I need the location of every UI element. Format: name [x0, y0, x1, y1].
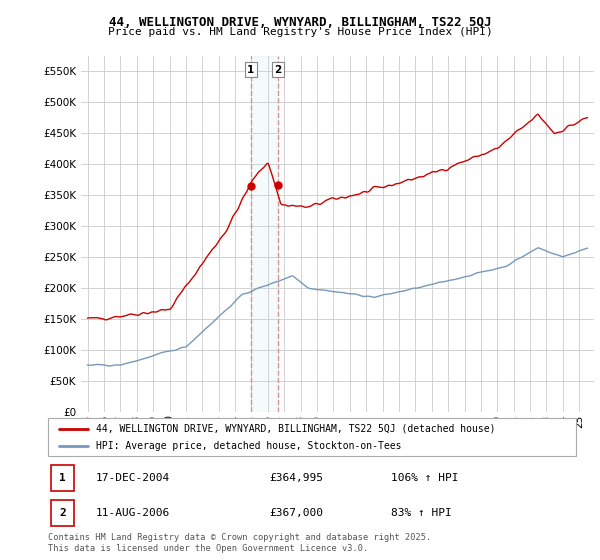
Text: 1: 1: [59, 473, 65, 483]
Text: £364,995: £364,995: [270, 473, 324, 483]
Text: HPI: Average price, detached house, Stockton-on-Tees: HPI: Average price, detached house, Stoc…: [95, 441, 401, 451]
Text: 11-AUG-2006: 11-AUG-2006: [95, 508, 170, 518]
FancyBboxPatch shape: [50, 500, 74, 526]
Text: Price paid vs. HM Land Registry's House Price Index (HPI): Price paid vs. HM Land Registry's House …: [107, 27, 493, 37]
Text: 1: 1: [247, 65, 254, 75]
Text: 17-DEC-2004: 17-DEC-2004: [95, 473, 170, 483]
Text: 83% ↑ HPI: 83% ↑ HPI: [391, 508, 452, 518]
Text: Contains HM Land Registry data © Crown copyright and database right 2025.
This d: Contains HM Land Registry data © Crown c…: [48, 533, 431, 553]
Text: £367,000: £367,000: [270, 508, 324, 518]
Text: 2: 2: [274, 65, 281, 75]
Text: 44, WELLINGTON DRIVE, WYNYARD, BILLINGHAM, TS22 5QJ (detached house): 44, WELLINGTON DRIVE, WYNYARD, BILLINGHA…: [95, 423, 495, 433]
Text: 2: 2: [59, 508, 65, 518]
FancyBboxPatch shape: [50, 465, 74, 491]
Text: 106% ↑ HPI: 106% ↑ HPI: [391, 473, 459, 483]
Text: 44, WELLINGTON DRIVE, WYNYARD, BILLINGHAM, TS22 5QJ: 44, WELLINGTON DRIVE, WYNYARD, BILLINGHA…: [109, 16, 491, 29]
FancyBboxPatch shape: [48, 418, 576, 456]
Bar: [251, 56, 278, 412]
